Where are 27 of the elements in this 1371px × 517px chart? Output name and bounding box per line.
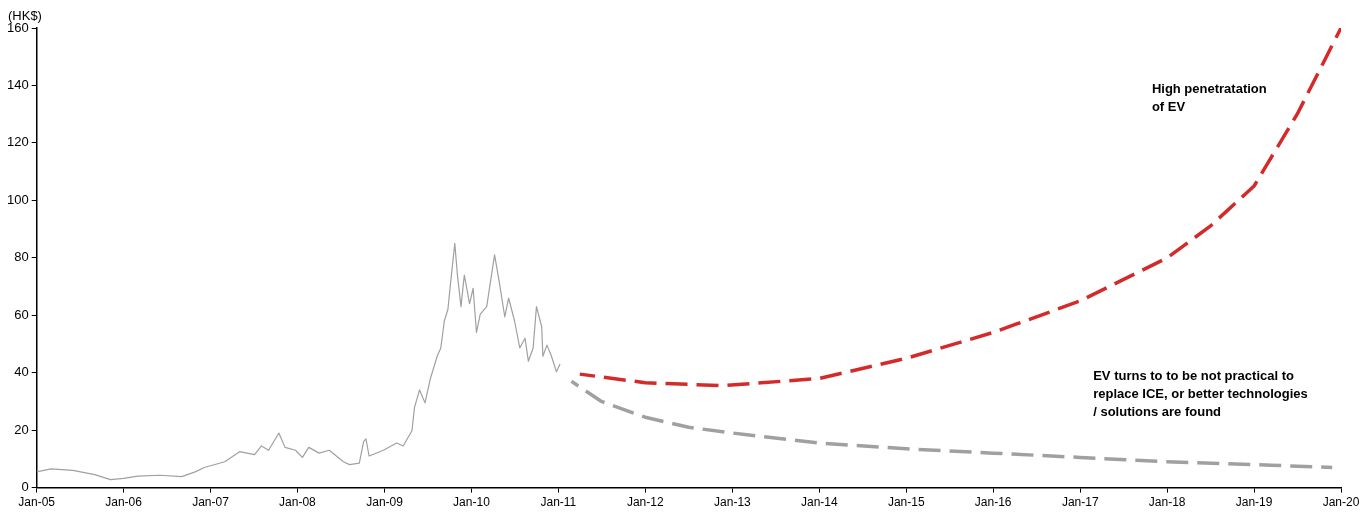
y-tick-label: 60 bbox=[14, 306, 29, 322]
annotation: High penetratation of EV bbox=[1151, 81, 1267, 115]
y-tick-label: 20 bbox=[14, 421, 29, 437]
y-tick-label: 0 bbox=[21, 479, 29, 495]
x-tick-label: Jan-17 bbox=[1061, 495, 1099, 510]
y-tick-label: 40 bbox=[14, 364, 29, 380]
x-tick-label: Jan-13 bbox=[714, 495, 752, 510]
x-tick-label: Jan-18 bbox=[1148, 495, 1186, 510]
x-tick-label: Jan-15 bbox=[887, 495, 925, 510]
x-tick-label: Jan-11 bbox=[540, 495, 577, 510]
x-tick-label: Jan-19 bbox=[1235, 495, 1273, 510]
x-tick-label: Jan-20 bbox=[1322, 495, 1360, 510]
x-tick-label: Jan-12 bbox=[626, 495, 664, 510]
x-tick-label: Jan-08 bbox=[279, 495, 317, 510]
x-tick-label: Jan-16 bbox=[974, 495, 1012, 510]
y-tick-label: 140 bbox=[6, 77, 29, 93]
x-tick-label: Jan-09 bbox=[366, 495, 404, 510]
x-tick-label: Jan-07 bbox=[192, 495, 230, 510]
x-tick-label: Jan-05 bbox=[18, 495, 56, 510]
x-tick-label: Jan-06 bbox=[105, 495, 143, 510]
y-tick-label: 100 bbox=[6, 191, 29, 207]
line-series bbox=[578, 28, 1341, 388]
annotation: EV turns to to be not practical to replace ICE, or better technologies / solutions are found bbox=[1093, 368, 1308, 420]
y-tick-label: 80 bbox=[14, 249, 29, 265]
y-tick-label: 120 bbox=[6, 134, 29, 150]
x-tick-label: Jan-10 bbox=[453, 495, 491, 510]
x-tick-label: Jan-14 bbox=[800, 495, 838, 510]
